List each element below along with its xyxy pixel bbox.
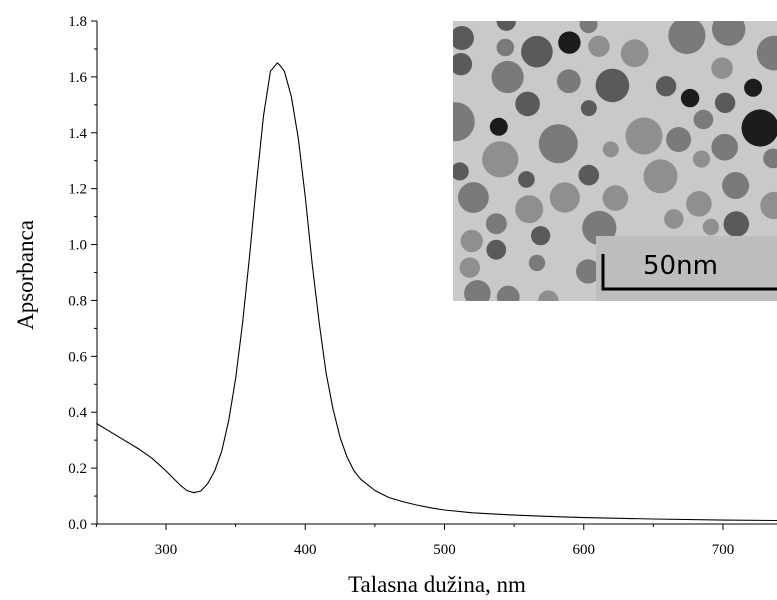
nanoparticle — [714, 92, 736, 114]
nanoparticle — [702, 218, 720, 236]
nanoparticle — [655, 76, 677, 97]
nanoparticle — [485, 213, 507, 235]
nanoparticles — [453, 21, 777, 301]
nanoparticle — [744, 78, 763, 97]
nanoparticle — [588, 35, 610, 57]
absorbance-curve-group — [96, 62, 777, 522]
nanoparticle — [515, 91, 540, 117]
ticks: 300 400 500 600 700 0.0 0.2 0.4 0.6 0.8 1.0 1.2 1.4 1… — [68, 14, 735, 558]
y-tick-label: 0.6 — [68, 349, 87, 365]
nanoparticle — [602, 141, 619, 158]
nanoparticle — [518, 171, 535, 188]
nanoparticle — [496, 21, 516, 31]
nanoparticle — [756, 35, 777, 71]
nanoparticle — [486, 239, 507, 260]
x-tick-label: 500 — [433, 542, 456, 558]
y-tick-label: 1.2 — [68, 182, 87, 198]
nanoparticle — [664, 209, 684, 229]
tem-inset-image: 50nm — [453, 21, 777, 301]
y-tick-label: 0.8 — [68, 293, 87, 309]
absorbance-curve — [96, 62, 777, 522]
nanoparticle — [693, 109, 714, 130]
nanoparticle — [528, 254, 546, 272]
nanoparticle — [666, 127, 692, 152]
nanoparticle — [515, 195, 544, 224]
nanoparticle — [538, 124, 578, 164]
y-tick-label: 0.0 — [68, 517, 87, 533]
nanoparticle — [482, 141, 519, 178]
nanoparticle — [595, 68, 630, 103]
nanoparticle — [602, 185, 629, 211]
nanoparticle — [579, 21, 598, 34]
nanoparticle — [620, 39, 649, 68]
nanoparticle — [549, 182, 580, 213]
nanoparticle — [576, 259, 601, 284]
nanoparticle — [491, 60, 524, 94]
nanoparticle — [521, 35, 553, 68]
x-tick-label: 700 — [712, 542, 735, 558]
nanoparticle — [459, 257, 480, 278]
y-tick-label: 0.4 — [68, 405, 87, 421]
nanoparticle — [464, 280, 491, 301]
nanoparticle — [453, 26, 474, 50]
nanoparticle — [578, 164, 600, 186]
nanoparticle — [489, 117, 508, 136]
nanoparticle — [556, 69, 581, 94]
nanoparticle — [760, 191, 777, 220]
nanoparticle — [763, 148, 777, 169]
nanoparticle — [538, 290, 559, 301]
nanoparticle — [680, 88, 700, 108]
nanoparticle — [686, 191, 712, 217]
nanoparticle — [741, 109, 777, 147]
nanoparticle — [558, 31, 581, 54]
scale-bar — [601, 254, 777, 291]
nanoparticle — [496, 38, 515, 57]
nanoparticle — [453, 53, 473, 76]
nanoparticle — [453, 162, 469, 181]
nanoparticle — [723, 211, 750, 237]
nanoparticle — [712, 21, 746, 46]
nanoparticle — [453, 102, 475, 142]
y-tick-label: 1.6 — [68, 70, 87, 86]
nanoparticle — [668, 21, 706, 55]
x-tick-label: 300 — [155, 542, 178, 558]
nanoparticle — [643, 159, 678, 194]
nanoparticle — [711, 57, 733, 79]
nanoparticle — [460, 229, 483, 253]
nanoparticle — [722, 172, 750, 199]
x-tick-label: 400 — [294, 542, 317, 558]
nanoparticle — [625, 117, 663, 155]
y-tick-label: 1.4 — [68, 126, 87, 142]
nanoparticle — [692, 150, 711, 168]
nanoparticle — [531, 226, 551, 246]
y-axis-title: Apsorbanca — [13, 220, 38, 330]
y-tick-label: 1.8 — [68, 14, 87, 30]
scale-bar-label: 50nm — [643, 251, 718, 281]
y-tick-label: 0.2 — [68, 461, 87, 477]
x-tick-label: 600 — [573, 542, 596, 558]
x-axis-title: Talasna dužina, nm — [348, 572, 526, 597]
nanoparticle — [580, 100, 597, 117]
nanoparticle — [496, 285, 520, 301]
y-tick-label: 1.0 — [68, 238, 87, 254]
nanoparticle — [711, 133, 738, 161]
nanoparticle — [458, 182, 489, 213]
